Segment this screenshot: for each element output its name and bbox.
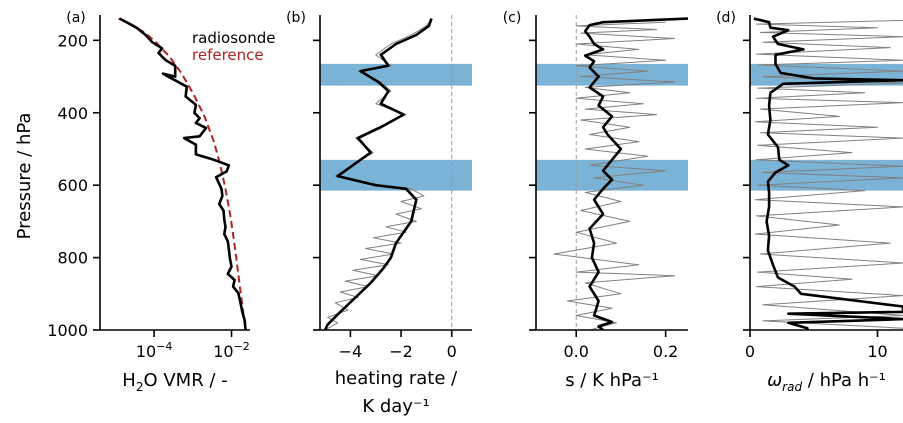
x-tick-label: 0.2 — [653, 342, 678, 361]
series-smoothed-line — [583, 17, 688, 330]
y-axis-label: Pressure / hPa — [14, 113, 35, 240]
legend-entry-reference: reference — [192, 46, 264, 64]
x-axis-label: K day⁻¹ — [362, 396, 429, 417]
x-tick-label: −2 — [389, 342, 413, 361]
x-axis-label: H2O VMR / - — [122, 370, 227, 394]
x-tick-label: 0.0 — [564, 342, 589, 361]
shaded-band — [320, 63, 472, 86]
x-tick-label: 0 — [447, 342, 457, 361]
panel-3: 0.0 0.2 (c) s / K hPa⁻¹ — [503, 10, 688, 391]
panel-label: (a) — [66, 10, 86, 26]
panel-label: (c) — [503, 10, 522, 26]
y-tick-label: 600 — [57, 176, 88, 195]
series-smoothed-line — [323, 18, 433, 330]
x-axis-label: heating rate / — [335, 368, 458, 389]
x-tick-label: 10 — [867, 342, 887, 361]
panel-label: (d) — [716, 10, 736, 26]
y-tick-label: 1000 — [47, 321, 88, 340]
series-reference-line — [118, 17, 247, 330]
panel-2: −4 −2 0 (b) heating rate / K day⁻¹ — [286, 10, 472, 417]
panel-label: (b) — [286, 10, 306, 26]
y-tick-label: 800 — [57, 249, 88, 268]
shaded-band — [320, 159, 472, 191]
x-tick-label: −4 — [339, 342, 363, 361]
series-radiosonde-line — [119, 17, 247, 330]
series-raw-line — [754, 19, 903, 329]
panel-4: 0 10 (d) ωrad / hPa h⁻¹ — [716, 10, 903, 394]
y-tick-label: 200 — [57, 31, 88, 50]
x-tick-label: 0 — [745, 342, 755, 361]
legend-entry-radiosonde: radiosonde — [192, 29, 275, 47]
series-smoothed-line — [753, 17, 903, 330]
y-tick-label: 400 — [57, 104, 88, 123]
panel-1: 200 400 600 800 1000 10−4 10−2 (a) H2O VMR / - ra… — [47, 10, 275, 394]
x-axis-label: ωrad / hPa h⁻¹ — [767, 370, 886, 394]
x-tick-label: 10−2 — [213, 340, 250, 361]
shaded-band — [536, 159, 688, 191]
x-tick-label: 10−4 — [136, 340, 173, 361]
x-axis-label: s / K hPa⁻¹ — [565, 370, 659, 391]
series-raw-line — [553, 21, 676, 330]
